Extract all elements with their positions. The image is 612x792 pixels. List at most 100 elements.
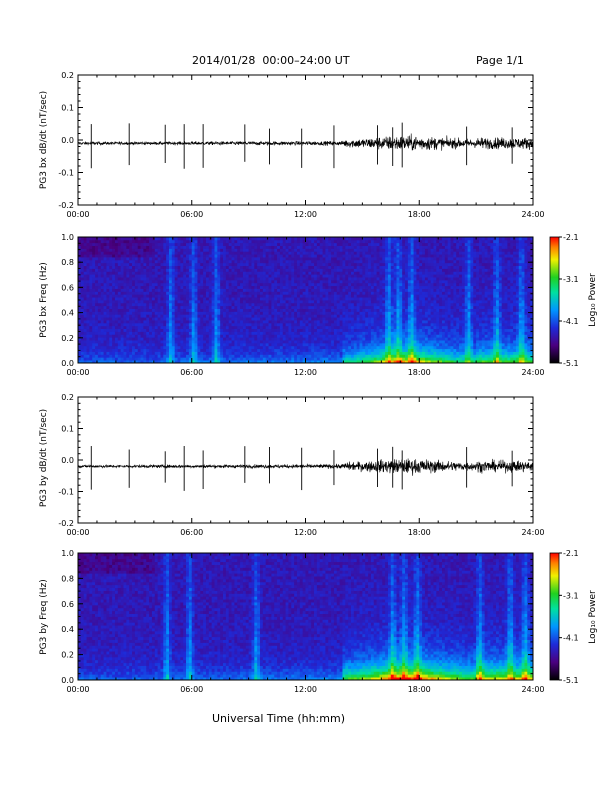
spectrogram-column: [316, 237, 321, 364]
spectrogram-column: [188, 237, 193, 364]
spectrogram-column: [436, 237, 440, 364]
panel3-frame: [77, 396, 534, 524]
spectrogram-column: [203, 237, 207, 364]
spectrogram-column: [351, 237, 355, 364]
spectrogram-column: [265, 237, 269, 364]
spectrogram-column: [234, 553, 238, 681]
spectrogram-column: [211, 553, 215, 681]
spectrogram-column: [396, 553, 400, 681]
colorbar-tick-label: -2.1: [563, 233, 579, 242]
spectrogram-column: [325, 553, 329, 681]
spectrogram-column: [376, 237, 380, 364]
spectrogram-column: [114, 553, 119, 681]
spectrogram-column: [237, 237, 241, 364]
spectrogram-column: [382, 237, 386, 364]
spectrogram-column: [106, 553, 110, 681]
spectrogram-column: [373, 553, 377, 681]
panel2-ytick-label: 0.8: [61, 258, 74, 267]
spectrogram-column: [473, 237, 477, 364]
spectrogram-column: [453, 237, 457, 364]
spectrogram-column: [498, 553, 503, 681]
panel3-ytick-label: 0.2: [61, 393, 74, 402]
spectrogram-column: [513, 237, 517, 364]
spectrogram-column: [237, 553, 241, 681]
spectrogram-column: [319, 553, 323, 681]
spectrogram-column: [410, 237, 414, 364]
colorbar-tick-label: -5.1: [563, 676, 579, 685]
page-title: 2014/01/28 00:00–24:00 UT: [192, 54, 350, 67]
spectrogram-column: [240, 237, 244, 364]
spectrogram-column: [271, 553, 275, 681]
spectrogram-column: [126, 237, 130, 364]
spectrogram-column: [277, 237, 281, 364]
spectrogram-column: [231, 237, 235, 364]
spectrogram-column: [348, 237, 352, 364]
spectrogram-column: [379, 553, 383, 681]
spectrogram-column: [393, 237, 397, 364]
spectrogram-column: [83, 553, 87, 681]
spectrogram-column: [86, 553, 90, 681]
spectrogram-column: [205, 553, 210, 681]
spectrogram-column: [339, 553, 343, 681]
panel1-ytick-label: -0.2: [58, 201, 74, 210]
spectrogram-column: [288, 237, 292, 364]
spectrogram-column: [260, 553, 264, 681]
spectrogram-column: [382, 553, 386, 681]
spectrogram-column: [112, 237, 116, 364]
spectrogram-column: [322, 237, 326, 364]
spectrogram-column: [151, 553, 156, 681]
spectrogram-column: [197, 553, 201, 681]
spectrogram-column: [169, 553, 173, 681]
colorbar-tick-label: -3.1: [563, 591, 579, 600]
spectrogram-column: [328, 553, 332, 681]
spectrogram-column: [146, 553, 150, 681]
spectrogram-column: [80, 237, 85, 364]
panel4-ytick-label: 0.2: [61, 651, 74, 660]
spectrogram-column: [484, 237, 488, 364]
spectrogram-column: [507, 553, 511, 681]
panel2-xtick-label: 18:00: [408, 368, 431, 377]
spectrogram-column: [325, 237, 329, 364]
spectrogram-column: [481, 237, 486, 364]
spectrogram-column: [83, 237, 87, 364]
spectrogram-column: [200, 553, 204, 681]
spectrogram-column: [205, 237, 210, 364]
spectrogram-column: [402, 237, 406, 364]
spectrogram-column: [484, 553, 488, 681]
spectrogram-column: [368, 237, 372, 364]
spectrogram-column: [223, 237, 227, 364]
panel1-xtick-label: 24:00: [521, 210, 544, 219]
panel2-xtick-label: 12:00: [294, 368, 317, 377]
spectrogram-column: [114, 237, 119, 364]
spectrogram-column: [157, 553, 161, 681]
spectrogram-column: [333, 553, 338, 681]
spectrogram-column: [296, 237, 301, 364]
spectrogram-column: [527, 237, 531, 364]
spectrogram-column: [416, 237, 420, 364]
spectrogram-column: [95, 553, 99, 681]
spectrogram-column: [498, 237, 503, 364]
spectrogram-column: [419, 553, 423, 681]
panel2-colorbar: [549, 236, 560, 364]
panel3-ytick-label: 0.0: [61, 456, 74, 465]
spectrogram-column: [399, 237, 403, 364]
panel2-xtick-label: 06:00: [180, 368, 203, 377]
spectrogram-column: [103, 553, 107, 681]
spectrogram-column: [518, 553, 523, 681]
spectrogram-column: [402, 553, 406, 681]
spectrogram-column: [106, 237, 110, 364]
spectrogram-column: [308, 237, 312, 364]
spectrogram-column: [478, 553, 483, 681]
panel3-xtick-label: 00:00: [66, 528, 89, 537]
spectrogram-column: [510, 237, 514, 364]
spectrogram-column: [376, 553, 380, 681]
spectrogram-column: [220, 553, 224, 681]
spectrogram-column: [470, 237, 474, 364]
spectrogram-column: [166, 553, 170, 681]
spectrogram-column: [436, 553, 440, 681]
spectrogram-column: [459, 237, 463, 364]
spectrogram-column: [231, 553, 235, 681]
spectrogram-column: [277, 553, 281, 681]
panel4-ytick-label: 0.6: [61, 600, 74, 609]
spectrogram-column: [453, 553, 457, 681]
